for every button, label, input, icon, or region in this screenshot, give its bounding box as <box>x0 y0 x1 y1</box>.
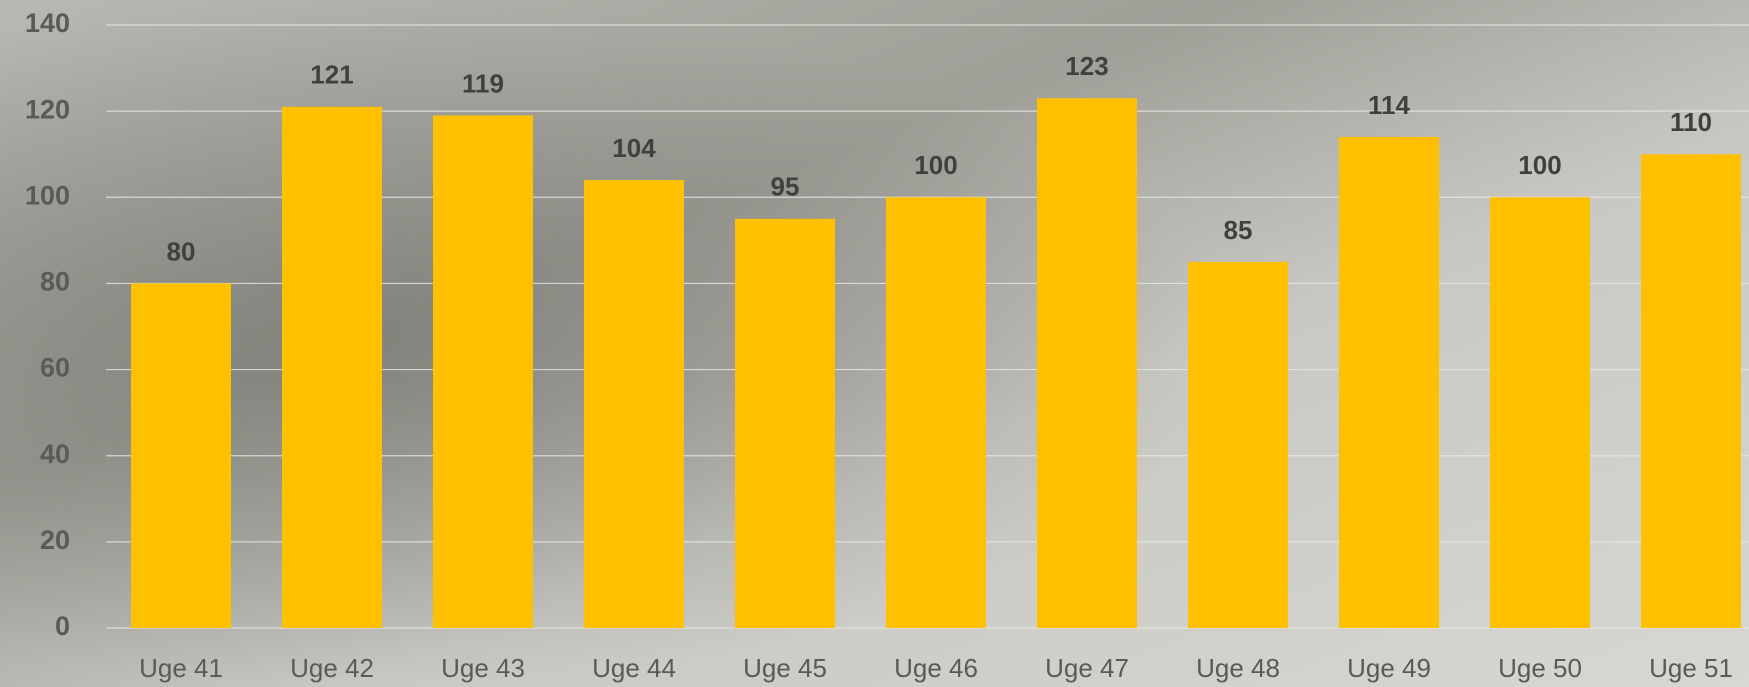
value-label: 119 <box>462 68 504 98</box>
value-label: 114 <box>1368 90 1410 120</box>
x-tick-label: Uge 49 <box>1347 653 1431 683</box>
value-label: 80 <box>167 236 196 266</box>
y-tick-label: 120 <box>25 94 70 124</box>
background-shade <box>0 0 1749 687</box>
bar <box>282 107 382 628</box>
y-tick-label: 100 <box>25 180 70 210</box>
bar <box>433 115 533 628</box>
x-tick-label: Uge 45 <box>743 653 827 683</box>
x-tick-label: Uge 42 <box>290 653 374 683</box>
x-tick-label: Uge 44 <box>592 653 676 683</box>
bar <box>131 283 231 628</box>
value-label: 85 <box>1224 215 1253 245</box>
value-label: 110 <box>1670 107 1712 137</box>
x-tick-label: Uge 43 <box>441 653 525 683</box>
x-tick-label: Uge 41 <box>139 653 223 683</box>
chart: 0 20 40 60 80 100 120 140 80 Uge 41 121 Uge 42 119 Ug… <box>0 0 1749 687</box>
value-label: 100 <box>914 150 957 180</box>
bar <box>1490 197 1590 628</box>
bar <box>735 219 835 628</box>
value-label: 104 <box>612 133 656 163</box>
bar <box>886 197 986 628</box>
y-tick-label: 0 <box>55 611 70 641</box>
y-tick-label: 40 <box>40 439 70 469</box>
y-tick-label: 80 <box>40 267 70 297</box>
x-tick-label: Uge 50 <box>1498 653 1582 683</box>
x-tick-label: Uge 48 <box>1196 653 1280 683</box>
bar <box>1188 262 1288 628</box>
value-label: 121 <box>310 60 353 90</box>
bar <box>584 180 684 628</box>
y-tick-label: 60 <box>40 353 70 383</box>
x-tick-label: Uge 46 <box>894 653 978 683</box>
y-tick-label: 20 <box>40 525 70 555</box>
bar <box>1641 154 1741 628</box>
bar <box>1339 137 1439 628</box>
value-label: 100 <box>1518 150 1561 180</box>
x-tick-label: Uge 51 <box>1649 653 1733 683</box>
y-tick-label: 140 <box>25 8 70 38</box>
value-label: 95 <box>771 172 800 202</box>
bar <box>1037 98 1137 628</box>
value-label: 123 <box>1065 51 1108 81</box>
x-tick-label: Uge 47 <box>1045 653 1129 683</box>
